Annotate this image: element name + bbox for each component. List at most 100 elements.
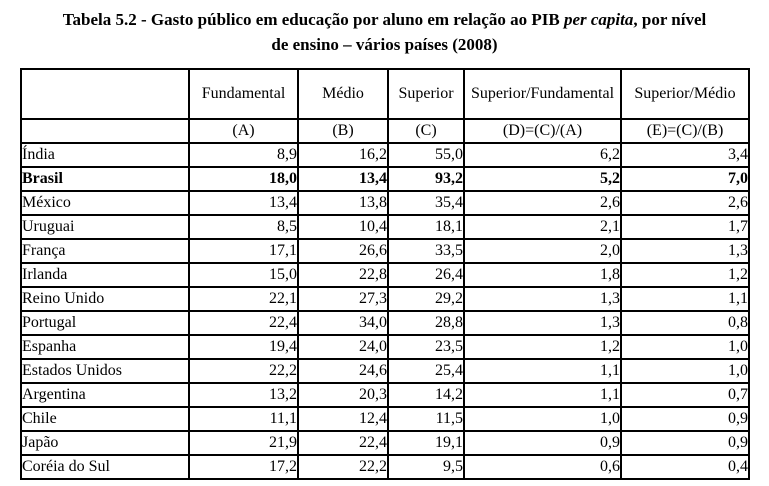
value-cell: 1,2 (463, 334, 622, 360)
value-cell: 22,1 (188, 286, 299, 312)
value-cell: 13,8 (297, 190, 389, 216)
table-row: Coréia do Sul 17,2 22,2 9,5 0,6 0,4 (20, 454, 750, 480)
country-cell: Japão (20, 430, 190, 456)
value-cell: 2,6 (463, 190, 622, 216)
value-cell: 1,3 (463, 310, 622, 336)
subheader-c: (C) (387, 118, 465, 144)
table-row: França 17,1 26,6 33,5 2,0 1,3 (20, 238, 750, 264)
table-title-line2: de ensino – vários países (2008) (271, 35, 498, 54)
value-cell: 35,4 (387, 190, 465, 216)
country-cell: Irlanda (20, 262, 190, 288)
value-cell: 34,0 (297, 310, 389, 336)
header-fundamental: Fundamental (188, 68, 299, 120)
header-empty (20, 68, 190, 120)
title-text-suffix: , por nível (633, 10, 707, 29)
table-row: Uruguai 8,5 10,4 18,1 2,1 1,7 (20, 214, 750, 240)
value-cell: 1,0 (463, 406, 622, 432)
value-cell: 11,1 (188, 406, 299, 432)
value-cell: 8,9 (188, 142, 299, 168)
value-cell: 22,2 (297, 454, 389, 480)
country-cell: Espanha (20, 334, 190, 360)
header-superior: Superior (387, 68, 465, 120)
value-cell: 22,8 (297, 262, 389, 288)
value-cell: 33,5 (387, 238, 465, 264)
value-cell: 0,8 (620, 310, 750, 336)
country-cell: Estados Unidos (20, 358, 190, 384)
table-subheader-row: (A) (B) (C) (D)=(C)/(A) (E)=(C)/(B) (20, 118, 750, 144)
table-row: Portugal 22,4 34,0 28,8 1,3 0,8 (20, 310, 750, 336)
value-cell: 9,5 (387, 454, 465, 480)
value-cell: 1,3 (463, 286, 622, 312)
value-cell: 1,7 (620, 214, 750, 240)
value-cell: 0,7 (620, 382, 750, 408)
header-superior-fundamental: Superior/Fundamental (463, 68, 622, 120)
value-cell: 16,2 (297, 142, 389, 168)
value-cell: 22,4 (188, 310, 299, 336)
value-cell: 1,0 (620, 358, 750, 384)
value-cell: 0,6 (463, 454, 622, 480)
subheader-e: (E)=(C)/(B) (620, 118, 750, 144)
value-cell: 29,2 (387, 286, 465, 312)
header-superior-medio: Superior/Médio (620, 68, 750, 120)
table-row: Irlanda 15,0 22,8 26,4 1,8 1,2 (20, 262, 750, 288)
value-cell: 12,4 (297, 406, 389, 432)
value-cell: 13,2 (188, 382, 299, 408)
value-cell: 18,0 (188, 166, 299, 192)
value-cell: 55,0 (387, 142, 465, 168)
value-cell: 18,1 (387, 214, 465, 240)
value-cell: 8,5 (188, 214, 299, 240)
table-row: Reino Unido 22,1 27,3 29,2 1,3 1,1 (20, 286, 750, 312)
value-cell: 6,2 (463, 142, 622, 168)
table-row: Chile 11,1 12,4 11,5 1,0 0,9 (20, 406, 750, 432)
table-row: Índia 8,9 16,2 55,0 6,2 3,4 (20, 142, 750, 168)
value-cell: 24,6 (297, 358, 389, 384)
value-cell: 22,4 (297, 430, 389, 456)
subheader-a: (A) (188, 118, 299, 144)
table-row: Japão 21,9 22,4 19,1 0,9 0,9 (20, 430, 750, 456)
value-cell: 15,0 (188, 262, 299, 288)
subheader-empty (20, 118, 190, 144)
table-header-row: Fundamental Médio Superior Superior/Fund… (20, 68, 750, 120)
value-cell: 2,1 (463, 214, 622, 240)
country-cell: França (20, 238, 190, 264)
value-cell: 26,6 (297, 238, 389, 264)
subheader-d: (D)=(C)/(A) (463, 118, 622, 144)
value-cell: 14,2 (387, 382, 465, 408)
country-cell: México (20, 190, 190, 216)
value-cell: 3,4 (620, 142, 750, 168)
country-cell: Chile (20, 406, 190, 432)
value-cell: 2,0 (463, 238, 622, 264)
value-cell: 23,5 (387, 334, 465, 360)
table-row: Estados Unidos 22,2 24,6 25,4 1,1 1,0 (20, 358, 750, 384)
value-cell: 19,4 (188, 334, 299, 360)
value-cell: 17,2 (188, 454, 299, 480)
value-cell: 7,0 (620, 166, 750, 192)
value-cell: 25,4 (387, 358, 465, 384)
education-spending-table: Fundamental Médio Superior Superior/Fund… (20, 68, 750, 480)
title-italic-text: per capita (563, 10, 634, 29)
value-cell: 1,0 (620, 334, 750, 360)
value-cell: 26,4 (387, 262, 465, 288)
country-cell: Portugal (20, 310, 190, 336)
value-cell: 1,1 (620, 286, 750, 312)
table-row: Espanha 19,4 24,0 23,5 1,2 1,0 (20, 334, 750, 360)
country-cell: Reino Unido (20, 286, 190, 312)
value-cell: 5,2 (463, 166, 622, 192)
value-cell: 19,1 (387, 430, 465, 456)
value-cell: 0,9 (463, 430, 622, 456)
value-cell: 13,4 (297, 166, 389, 192)
table-row: Brasil 18,0 13,4 93,2 5,2 7,0 (20, 166, 750, 192)
country-cell: Coréia do Sul (20, 454, 190, 480)
title-text: Tabela 5.2 - Gasto público em educação p… (62, 10, 564, 29)
value-cell: 13,4 (188, 190, 299, 216)
value-cell: 1,1 (463, 358, 622, 384)
value-cell: 20,3 (297, 382, 389, 408)
value-cell: 0,4 (620, 454, 750, 480)
value-cell: 1,8 (463, 262, 622, 288)
table-title: Tabela 5.2 - Gasto público em educação p… (0, 7, 769, 57)
value-cell: 24,0 (297, 334, 389, 360)
value-cell: 22,2 (188, 358, 299, 384)
value-cell: 1,2 (620, 262, 750, 288)
value-cell: 28,8 (387, 310, 465, 336)
table-title-line1: Tabela 5.2 - Gasto público em educação p… (0, 7, 769, 32)
